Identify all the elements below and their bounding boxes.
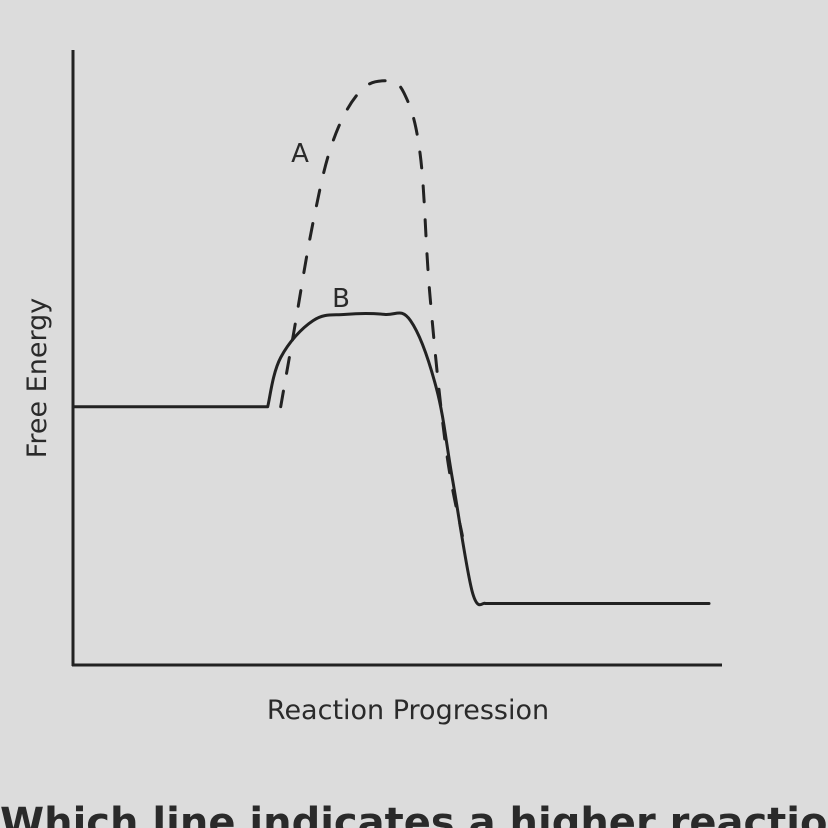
y-axis-label: Free Energy	[22, 298, 53, 458]
label-b: B	[332, 284, 350, 314]
footer-question: Which line indicates a higher reaction r…	[0, 800, 828, 828]
series-layer	[71, 79, 711, 607]
label-a: A	[291, 139, 309, 169]
x-axis-label: Reaction Progression	[267, 695, 549, 726]
series-b-line	[71, 311, 711, 607]
